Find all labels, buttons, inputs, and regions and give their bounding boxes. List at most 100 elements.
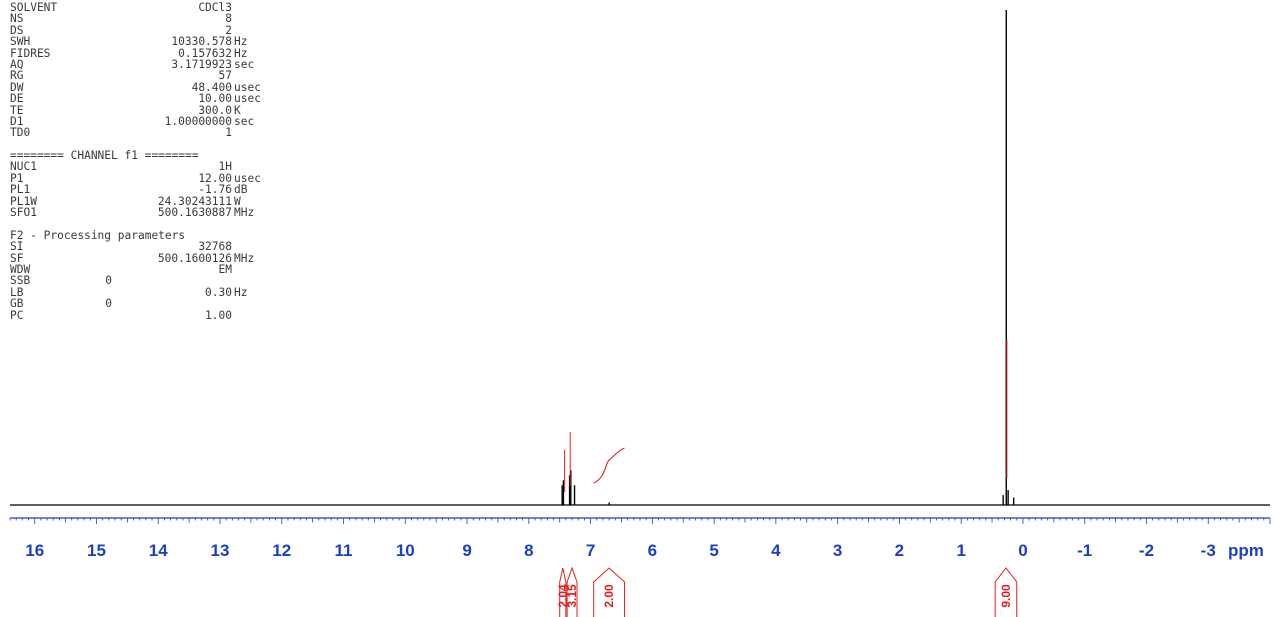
param-value: 300.0: [198, 103, 232, 117]
param-unit: Hz: [234, 46, 248, 60]
param-name: SWH: [10, 35, 31, 49]
param-name: FIDRES: [10, 46, 51, 60]
param-row-td0: TD0 1: [10, 126, 232, 140]
param-row-sf: SF 500.1600126 MHz: [10, 251, 254, 265]
processing-parameters-header: F2 - Processing parameters: [10, 228, 186, 242]
param-unit: Hz: [234, 35, 248, 49]
param-row-pl1: PL1 -1.76 dB: [10, 183, 247, 197]
param-row-pl1w: PL1W 24.30243111 W: [10, 194, 241, 208]
tick-label: 3: [833, 541, 842, 560]
param-unit: W: [234, 194, 241, 208]
tick-label: -1: [1077, 541, 1092, 560]
param-name: NS: [10, 12, 24, 26]
param-row-ns: NS 8: [10, 12, 232, 26]
param-name: DS: [10, 23, 24, 37]
param-unit: K: [234, 103, 241, 117]
integral-region: 2.00: [593, 567, 626, 617]
tick-label: 5: [709, 541, 718, 560]
tick-label: 4: [771, 541, 781, 560]
param-row-dw: DW 48.400 usec: [10, 80, 261, 94]
integral-bracket: [566, 566, 578, 617]
tick-label: 9: [462, 541, 471, 560]
integral-bracket: [559, 567, 567, 617]
param-value: 0.157632: [178, 46, 232, 60]
tick-label: 8: [524, 541, 533, 560]
tick-label: 15: [87, 541, 106, 560]
param-value: 8: [225, 12, 232, 26]
param-row-ds: DS 2: [10, 23, 232, 37]
integral-bracket: [994, 567, 1018, 617]
param-row-d1: D1 1.00000000 sec: [10, 114, 254, 128]
param-unit: usec: [234, 92, 261, 106]
param-unit: sec: [234, 114, 255, 128]
param-value: 57: [218, 69, 232, 83]
param-row-te: TE 300.0 K: [10, 103, 241, 117]
channel-f1-header: ======== CHANNEL f1 ========: [10, 149, 199, 163]
tick-label: -2: [1139, 541, 1154, 560]
param-value: CDCl3: [198, 1, 232, 14]
param-name: TD0: [10, 126, 31, 140]
param-row-gb: GB 0: [10, 298, 112, 310]
param-row-swh: SWH 10330.578 Hz: [10, 35, 247, 49]
param-row-p1: P1 12.00 usec: [10, 171, 261, 185]
param-name: WDW: [10, 262, 31, 276]
integral-value: 9.00: [999, 584, 1013, 608]
tick-label: 0: [1018, 541, 1027, 560]
param-unit: usec: [234, 80, 261, 94]
param-value: 500.1630887: [157, 206, 232, 220]
param-row-lb: LB 0.30 Hz: [10, 285, 247, 299]
integral-curve: [593, 447, 625, 484]
tick-label: 14: [149, 541, 168, 560]
param-value: 10.00: [198, 92, 232, 106]
param-value: 48.400: [191, 80, 232, 94]
param-row-sfo1: SFO1 500.1630887 MHz: [10, 206, 254, 220]
param-value: 1.00: [205, 308, 232, 322]
param-value: 2: [225, 23, 232, 37]
param-value: 10330.578: [171, 35, 232, 49]
param-unit: usec: [234, 171, 261, 185]
spectrum-trace-layer: [10, 10, 1270, 506]
param-name: AQ: [10, 57, 24, 71]
param-row-ssb: SSB 0: [10, 274, 112, 288]
param-row-rg: RG 57: [10, 69, 232, 83]
param-value: 1.00000000: [164, 114, 232, 128]
param-value: 0: [105, 274, 112, 288]
tick-label: 13: [211, 541, 230, 560]
param-value: 32768: [198, 240, 232, 254]
param-name: DW: [10, 80, 24, 94]
param-value: 1: [225, 126, 232, 140]
integral-value: 2.04: [556, 584, 570, 608]
param-name: DE: [10, 92, 24, 106]
param-row-de: DE 10.00 usec: [10, 92, 261, 106]
param-name: TE: [10, 103, 24, 117]
param-unit: Hz: [234, 285, 248, 299]
param-name: PC: [10, 308, 24, 322]
param-row-si: SI 32768: [10, 240, 232, 254]
param-value: -1.76: [198, 183, 232, 197]
tick-label: 2: [895, 541, 904, 560]
param-row-wdw: WDW EM: [10, 262, 232, 276]
integral-region: 9.00: [994, 567, 1018, 617]
param-row-nuc1: NUC1 1H: [10, 160, 232, 174]
param-name: LB: [10, 285, 24, 299]
param-name: SI: [10, 240, 24, 254]
integral-value: 3.15: [565, 584, 579, 608]
integral-region: 3.15: [565, 566, 579, 617]
tick-label: 11: [335, 541, 353, 560]
tick-label: 7: [586, 541, 595, 560]
param-unit: MHz: [234, 206, 255, 220]
ppm-axis: 16 15 14 13 12 11 10 9 8 7 6 5 4 3 2 1 0 -1 -2 -3: [9, 517, 1271, 560]
x-axis-label: ppm: [1228, 541, 1264, 560]
tick-label: 10: [396, 541, 415, 560]
param-name: SF: [10, 251, 24, 265]
tick-label: 16: [25, 541, 44, 560]
param-name: NUC1: [10, 160, 37, 174]
integral-layer: 2.043.15 2.00 9.00: [556, 340, 1018, 617]
param-unit: MHz: [234, 251, 255, 265]
tick-label: 6: [648, 541, 657, 560]
param-value: 12.00: [198, 171, 232, 185]
param-value: 24.30243111: [157, 194, 232, 208]
tick-label: 1: [956, 541, 965, 560]
param-row-solvent: SOLVENT CDCl3: [10, 1, 232, 14]
param-value: 500.1600126: [157, 251, 232, 265]
